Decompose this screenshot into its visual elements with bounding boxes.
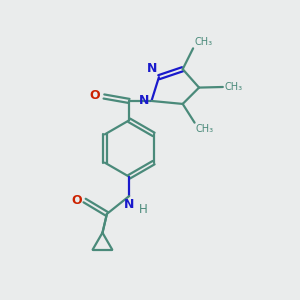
Text: CH₃: CH₃ [224,82,242,92]
Text: CH₃: CH₃ [194,37,212,47]
Text: N: N [139,94,149,106]
Text: O: O [90,89,101,102]
Text: N: N [124,198,134,212]
Text: H: H [139,202,148,216]
Text: CH₃: CH₃ [196,124,214,134]
Text: O: O [71,194,82,207]
Text: N: N [147,62,158,75]
